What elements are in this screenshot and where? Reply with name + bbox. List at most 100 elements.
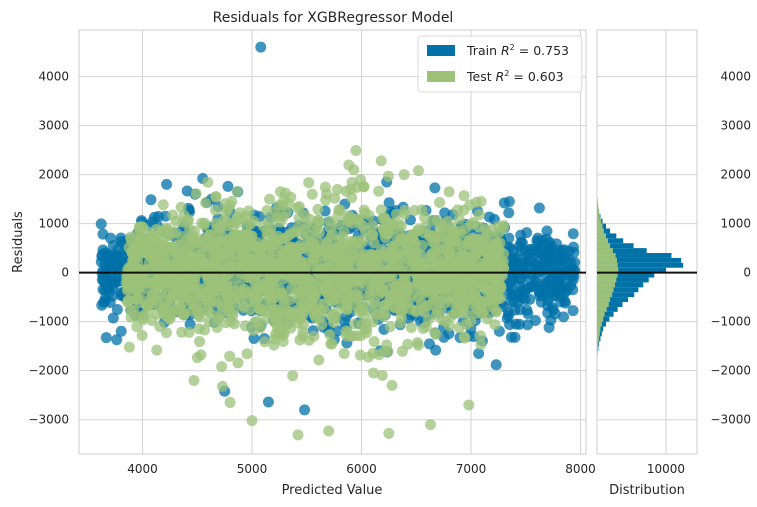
scatter-point-train — [145, 194, 157, 206]
scatter-point-test — [419, 306, 431, 318]
distribution-x-tick-label: 10000 — [647, 462, 685, 476]
scatter-point-test — [287, 370, 299, 382]
scatter-point-train — [505, 331, 517, 343]
scatter-point-test — [208, 275, 220, 287]
outlier-point-test — [224, 397, 236, 409]
scatter-point-test — [401, 280, 413, 292]
scatter-point-train — [521, 227, 533, 239]
scatter-point-test — [285, 283, 297, 295]
scatter-point-test — [373, 249, 385, 261]
scatter-point-test — [243, 271, 255, 283]
scatter-point-test — [438, 233, 450, 245]
scatter-point-test — [432, 283, 444, 295]
scatter-point-train — [105, 232, 117, 244]
distribution-y-tick-label: 0 — [743, 266, 751, 280]
distribution-bar-test — [597, 316, 604, 322]
scatter-point-test — [155, 246, 167, 258]
scatter-point-train — [558, 281, 570, 293]
scatter-point-train — [538, 280, 550, 292]
scatter-point-test — [367, 261, 379, 273]
scatter-point-test — [275, 256, 287, 268]
scatter-point-test — [125, 311, 137, 323]
scatter-point-test — [333, 218, 345, 230]
scatter-point-test — [395, 311, 407, 323]
distribution-bar-test — [597, 223, 603, 229]
scatter-point-test — [471, 246, 483, 258]
distribution-bar-train — [597, 238, 624, 244]
scatter-point-test — [291, 258, 303, 270]
scatter-point-test — [338, 282, 350, 294]
scatter-point-test — [480, 302, 492, 314]
scatter-point-test — [181, 282, 193, 294]
scatter-point-test — [220, 206, 232, 218]
distribution-bar-train — [597, 253, 672, 258]
distribution-bar-test — [597, 208, 600, 214]
scatter-point-test — [287, 271, 299, 283]
scatter-point-test — [249, 241, 261, 253]
distribution-bar-test — [597, 199, 598, 205]
scatter-point-test — [453, 213, 465, 225]
scatter-point-train — [248, 332, 260, 344]
scatter-point-test — [312, 203, 324, 215]
scatter-point-test — [316, 305, 328, 317]
scatter-point-test — [473, 209, 485, 221]
scatter-point-test — [309, 225, 321, 237]
scatter-point-test — [177, 309, 189, 321]
y-tick-label: 1000 — [38, 217, 69, 231]
scatter-point-test — [329, 192, 341, 204]
distribution-bar-train — [597, 233, 617, 239]
scatter-point-test — [376, 369, 388, 381]
scatter-point-test — [423, 257, 435, 269]
scatter-point-train — [559, 297, 571, 309]
scatter-point-test — [213, 224, 225, 236]
scatter-point-test — [429, 327, 441, 339]
scatter-point-test — [486, 223, 498, 235]
scatter-point-test — [468, 233, 480, 245]
scatter-point-test — [210, 249, 222, 261]
outlier-point-train — [550, 257, 562, 269]
scatter-point-test — [456, 307, 468, 319]
scatter-point-test — [338, 347, 350, 359]
scatter-point-test — [458, 190, 470, 202]
scatter-point-test — [312, 214, 324, 226]
scatter-point-test — [224, 350, 236, 362]
distribution-bar-train — [597, 243, 634, 249]
distribution-y-tick-label: −3000 — [710, 413, 751, 427]
scatter-point-test — [351, 235, 363, 247]
distribution-bar-test — [597, 272, 618, 278]
scatter-point-test — [150, 255, 162, 267]
scatter-point-test — [362, 351, 374, 363]
scatter-point-test — [195, 349, 207, 361]
distribution-bar-test — [597, 218, 602, 224]
scatter-point-test — [273, 288, 285, 300]
distribution-panel: −3000 −2000 −1000 0 1000 2000 3000 4000 10000 D… — [596, 29, 751, 498]
scatter-point-test — [246, 230, 258, 242]
distribution-y-tick-label: 3000 — [720, 119, 751, 133]
scatter-point-test — [281, 305, 293, 317]
scatter-point-test — [123, 242, 135, 254]
scatter-point-test — [197, 247, 209, 259]
scatter-point-test — [160, 327, 172, 339]
scatter-point-train — [558, 311, 570, 323]
scatter-point-test — [405, 322, 417, 334]
scatter-point-train — [111, 276, 123, 288]
scatter-point-test — [409, 259, 421, 271]
outlier-point-train — [473, 348, 485, 360]
scatter-point-test — [290, 248, 302, 260]
x-tick-labels: 4000 5000 6000 7000 8000 — [127, 462, 596, 476]
scatter-point-test — [189, 254, 201, 266]
scatter-point-test — [329, 247, 341, 259]
scatter-point-test — [490, 251, 502, 263]
scatter-point-test — [368, 336, 380, 348]
scatter-point-test — [396, 345, 408, 357]
scatter-point-test — [399, 257, 411, 269]
scatter-point-test — [293, 212, 305, 224]
scatter-point-test — [236, 299, 248, 311]
x-tick-label: 5000 — [237, 462, 268, 476]
scatter-point-test — [326, 311, 338, 323]
scatter-point-test — [212, 283, 224, 295]
scatter-point-test — [479, 283, 491, 295]
scatter-point-train — [107, 312, 119, 324]
scatter-point-test — [313, 354, 325, 366]
scatter-point-test — [353, 290, 365, 302]
